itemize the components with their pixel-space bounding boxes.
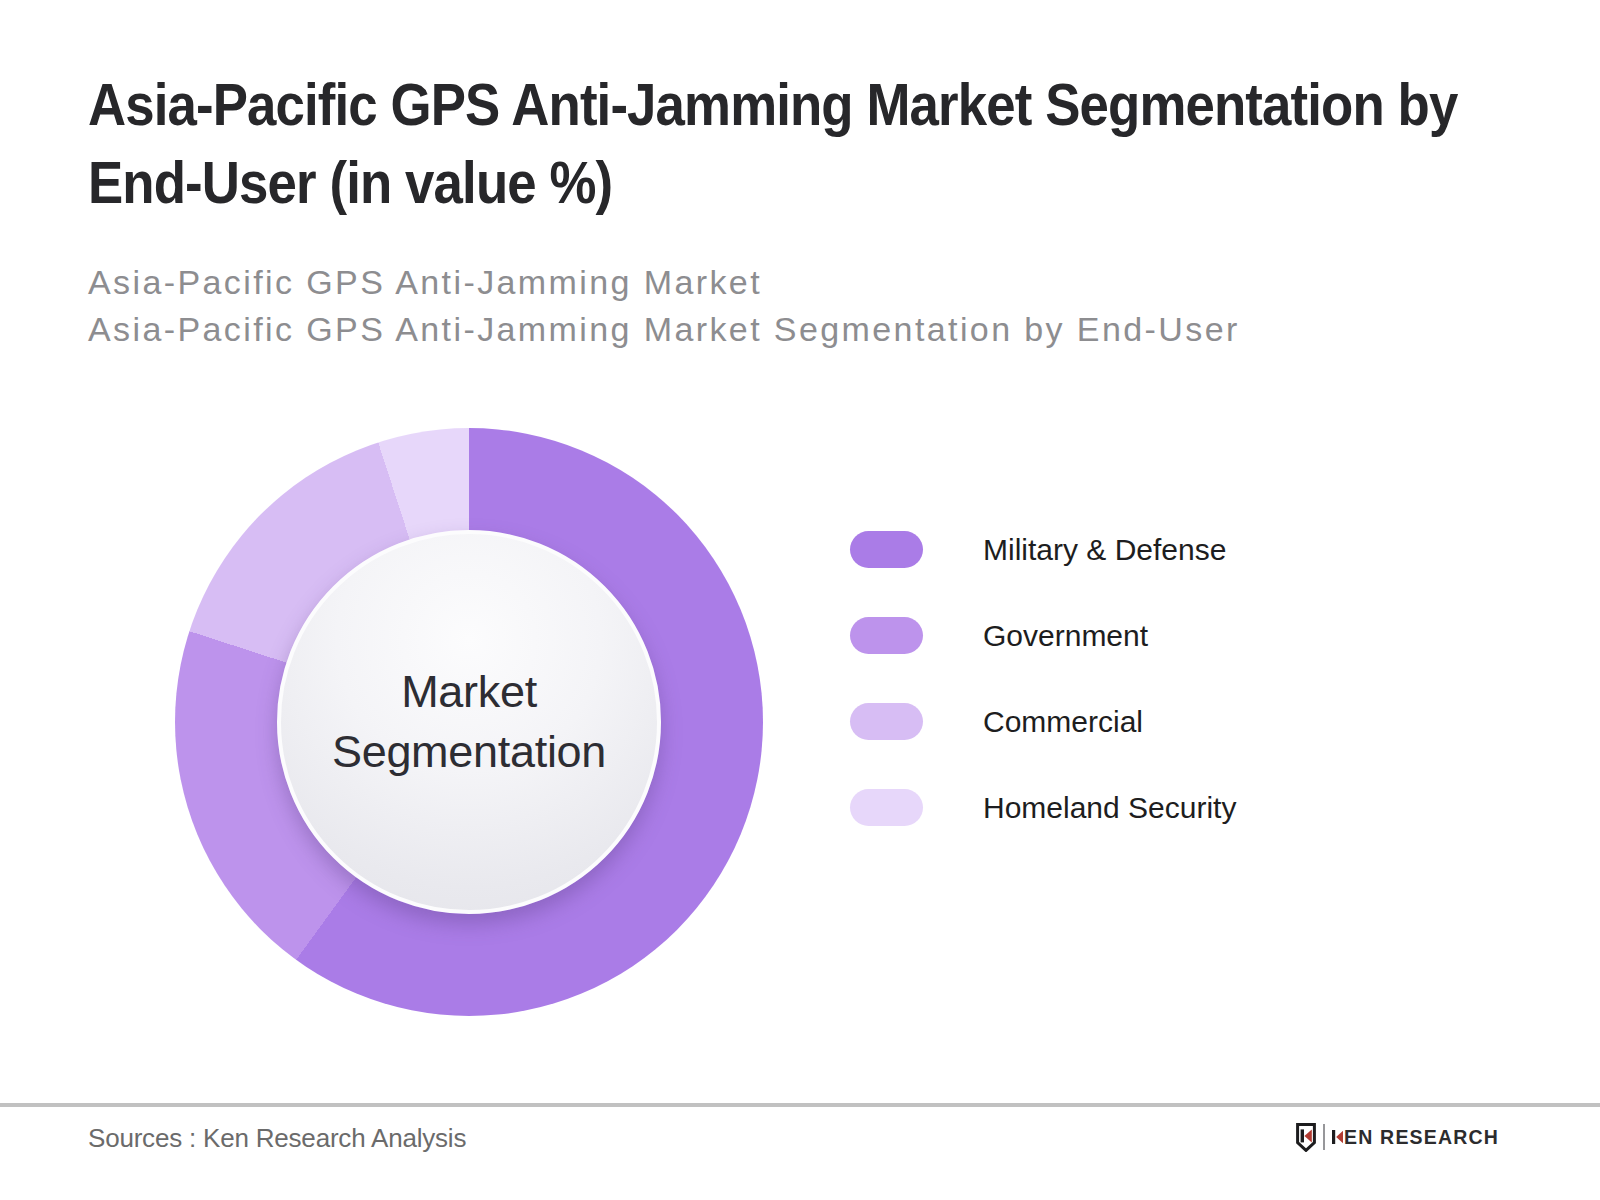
legend-item: Government: [850, 617, 1236, 654]
subtitle-line-1: Asia-Pacific GPS Anti-Jamming Market: [88, 259, 1240, 306]
donut-center-circle: Market Segmentation: [277, 530, 661, 914]
logo-k-glyph: [1332, 1130, 1343, 1144]
logo-divider: [1323, 1124, 1325, 1150]
logo-text-remainder: EN RESEARCH: [1344, 1126, 1499, 1149]
legend-item: Military & Defense: [850, 531, 1236, 568]
page-title: Asia-Pacific GPS Anti-Jamming Market Seg…: [88, 66, 1549, 222]
ken-research-logo: EN RESEARCH: [1296, 1122, 1499, 1152]
legend-label: Government: [983, 619, 1148, 653]
source-note: Sources : Ken Research Analysis: [88, 1123, 466, 1154]
legend-swatch: [850, 789, 923, 826]
legend-swatch: [850, 703, 923, 740]
legend-item: Commercial: [850, 703, 1236, 740]
chart-legend: Military & Defense Government Commercial Ho…: [850, 531, 1236, 875]
footer-divider: [0, 1103, 1600, 1107]
logo-wordmark: EN RESEARCH: [1332, 1126, 1499, 1149]
legend-label: Commercial: [983, 705, 1143, 739]
chart-subtitle: Asia-Pacific GPS Anti-Jamming Market Asi…: [88, 259, 1240, 353]
subtitle-line-2: Asia-Pacific GPS Anti-Jamming Market Seg…: [88, 306, 1240, 353]
legend-label: Homeland Security: [983, 791, 1236, 825]
donut-center-label: Market Segmentation: [304, 662, 634, 782]
legend-swatch: [850, 531, 923, 568]
legend-item: Homeland Security: [850, 789, 1236, 826]
page: Asia-Pacific GPS Anti-Jamming Market Seg…: [0, 0, 1600, 1200]
logo-shield-icon: [1296, 1123, 1316, 1152]
donut-chart: Market Segmentation: [175, 428, 763, 1016]
legend-label: Military & Defense: [983, 533, 1226, 567]
legend-swatch: [850, 617, 923, 654]
